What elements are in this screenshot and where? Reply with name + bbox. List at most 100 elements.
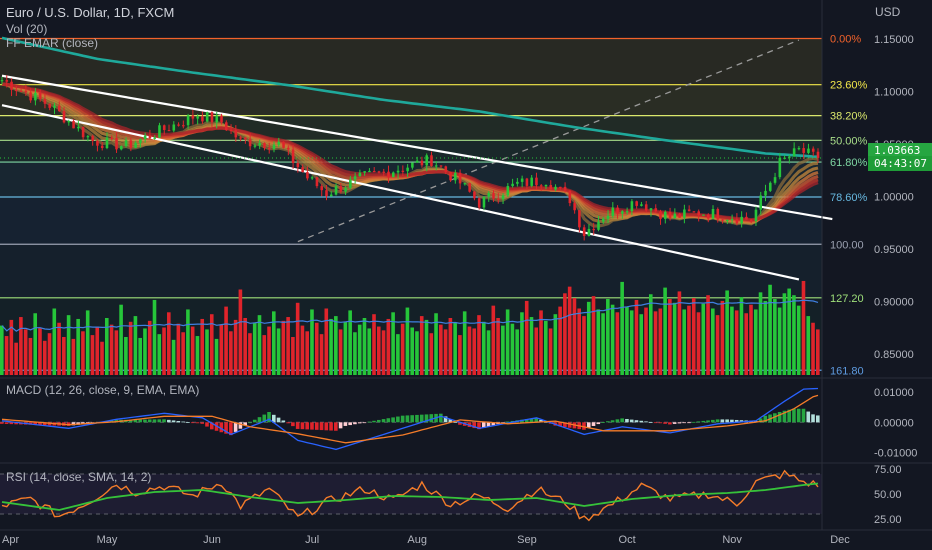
candle-body	[563, 186, 567, 191]
volume-bar	[801, 280, 806, 375]
candle-body	[797, 148, 801, 150]
macd-histogram-bar	[615, 419, 620, 423]
candle-body	[91, 136, 94, 142]
candle-body	[67, 121, 71, 123]
macd-histogram-bar	[682, 422, 686, 424]
macd-histogram-bar	[248, 422, 252, 424]
fib-level-label: 100.00	[830, 239, 864, 251]
candle-body	[110, 137, 114, 139]
volume-bar	[773, 299, 777, 375]
volume-bar	[33, 313, 38, 375]
macd-histogram-bar	[252, 419, 257, 423]
volume-bar	[257, 315, 262, 375]
macd-histogram-bar	[567, 422, 572, 428]
macd-axis-tick: 0.01000	[874, 387, 914, 399]
volume-bar	[601, 313, 605, 375]
candle-body	[783, 157, 786, 159]
macd-histogram-bar	[458, 422, 462, 425]
volume-bar	[610, 304, 615, 375]
macd-histogram-bar	[4, 422, 9, 424]
volume-bar	[472, 328, 477, 375]
macd-histogram-bar	[267, 411, 271, 423]
fib-level-label: 0.00%	[830, 33, 861, 45]
candle-body	[582, 227, 586, 237]
candle-body	[301, 167, 304, 173]
macd-histogram-bar	[305, 422, 310, 430]
candle-body	[306, 172, 309, 179]
volume-bar	[415, 331, 419, 375]
symbol-title[interactable]: Euro / U.S. Dollar, 1D, FXCM	[6, 5, 175, 20]
macd-histogram-bar	[816, 415, 820, 423]
volume-bar	[238, 289, 243, 375]
volume-bar	[62, 337, 66, 375]
volume-bar	[71, 338, 76, 375]
rsi-indicator-label[interactable]: RSI (14, close, SMA, 14, 2)	[6, 470, 152, 484]
volume-bar	[744, 313, 749, 375]
candle-body	[663, 211, 667, 219]
macd-histogram-bar	[291, 422, 295, 427]
volume-bar	[496, 318, 500, 375]
volume-bar	[353, 332, 357, 375]
candle-body	[186, 115, 190, 126]
volume-bar	[434, 313, 438, 375]
macd-histogram-bar	[167, 419, 171, 423]
volume-bar	[515, 329, 519, 375]
volume-indicator-label[interactable]: Vol (20)	[6, 22, 48, 36]
volume-bar	[696, 312, 701, 375]
candle-body	[444, 166, 448, 173]
volume-bar	[396, 334, 400, 375]
volume-bar	[85, 310, 90, 375]
macd-histogram-bar	[319, 422, 324, 431]
macd-histogram-bar	[486, 422, 491, 427]
candle-body	[730, 219, 734, 221]
macd-histogram-bar	[276, 417, 281, 423]
candle-body	[816, 151, 820, 158]
macd-histogram-bar	[639, 420, 644, 423]
candle-body	[296, 163, 300, 168]
candle-body	[220, 115, 223, 123]
time-axis-tick: Aug	[407, 534, 427, 546]
candle-body	[539, 185, 543, 187]
candle-body	[468, 183, 471, 192]
macd-histogram-bar	[310, 422, 314, 430]
candle-body	[224, 122, 228, 131]
candle-body	[229, 130, 233, 132]
macd-histogram-bar	[606, 421, 610, 423]
macd-histogram-bar	[329, 422, 333, 431]
volume-bar	[190, 326, 195, 375]
volume-bar	[138, 337, 142, 375]
candle-body	[697, 211, 701, 216]
volume-bar	[567, 286, 572, 375]
macd-histogram-bar	[147, 419, 152, 423]
macd-histogram-bar	[176, 420, 181, 423]
volume-bar	[76, 318, 80, 375]
candle-body	[668, 211, 672, 219]
ema-indicator-label[interactable]: FF EMAR (close)	[6, 36, 99, 50]
candle-body	[716, 209, 720, 220]
macd-histogram-bar	[620, 418, 624, 423]
candle-body	[516, 181, 519, 184]
candle-body	[339, 186, 343, 192]
macd-axis-tick: -0.01000	[874, 447, 917, 459]
candle-body	[282, 141, 285, 148]
price-axis-tick: 0.85000	[874, 349, 914, 361]
candle-body	[205, 112, 209, 122]
volume-bar	[310, 309, 314, 375]
candle-body	[57, 105, 61, 112]
candle-body	[683, 209, 686, 218]
candle-body	[549, 184, 553, 190]
macd-histogram-bar	[563, 422, 567, 428]
candle-body	[425, 155, 429, 166]
volume-bar	[467, 326, 472, 375]
macd-indicator-label[interactable]: MACD (12, 26, close, 9, EMA, EMA)	[6, 383, 200, 397]
macd-histogram-bar	[653, 422, 658, 424]
macd-signal-line	[1, 394, 819, 444]
volume-bar	[439, 324, 443, 375]
candle-body	[277, 141, 281, 145]
volume-bar	[195, 336, 200, 375]
volume-bar	[682, 309, 686, 375]
volume-bar	[104, 318, 109, 375]
macd-histogram-bar	[734, 419, 739, 423]
candle-body	[768, 182, 772, 191]
